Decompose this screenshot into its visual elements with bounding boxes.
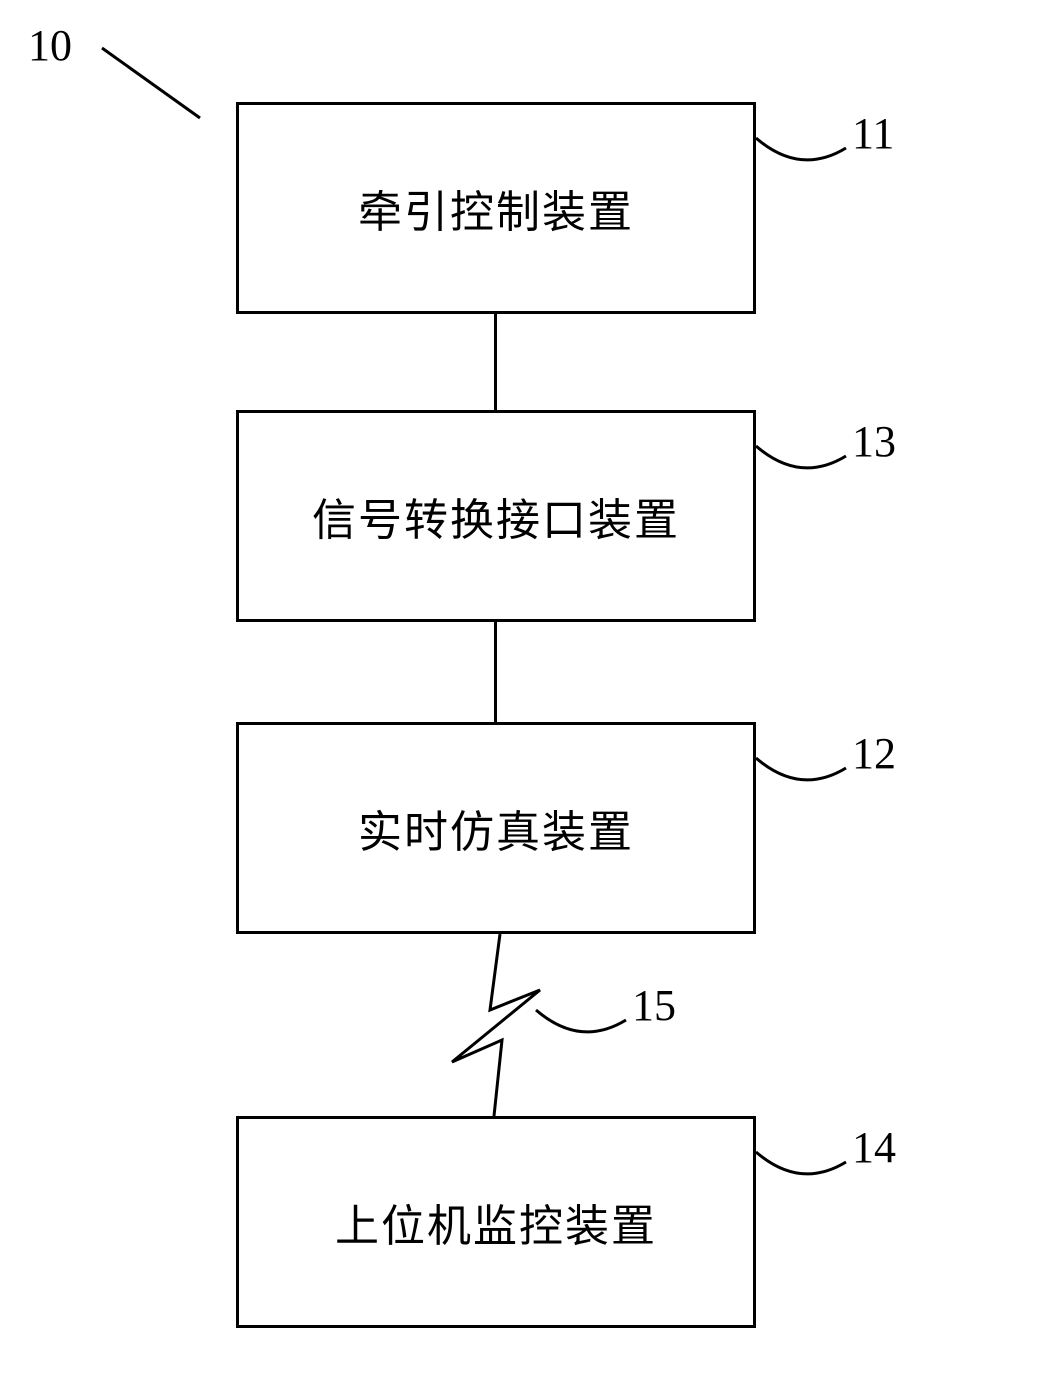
leader-line-11 bbox=[756, 138, 846, 160]
leader-line-12 bbox=[756, 758, 846, 780]
leader-line-14 bbox=[756, 1152, 846, 1174]
diagram-canvas: 10 牵引控制装置 11 信号转换接口装置 13 实时仿真装置 12 上位机监控… bbox=[0, 0, 1048, 1399]
leader-line-13 bbox=[756, 446, 846, 468]
zigzag-connector bbox=[452, 934, 540, 1116]
leader-line-10 bbox=[102, 48, 200, 118]
leader-line-15 bbox=[536, 1010, 626, 1032]
svg-overlay bbox=[0, 0, 1048, 1399]
